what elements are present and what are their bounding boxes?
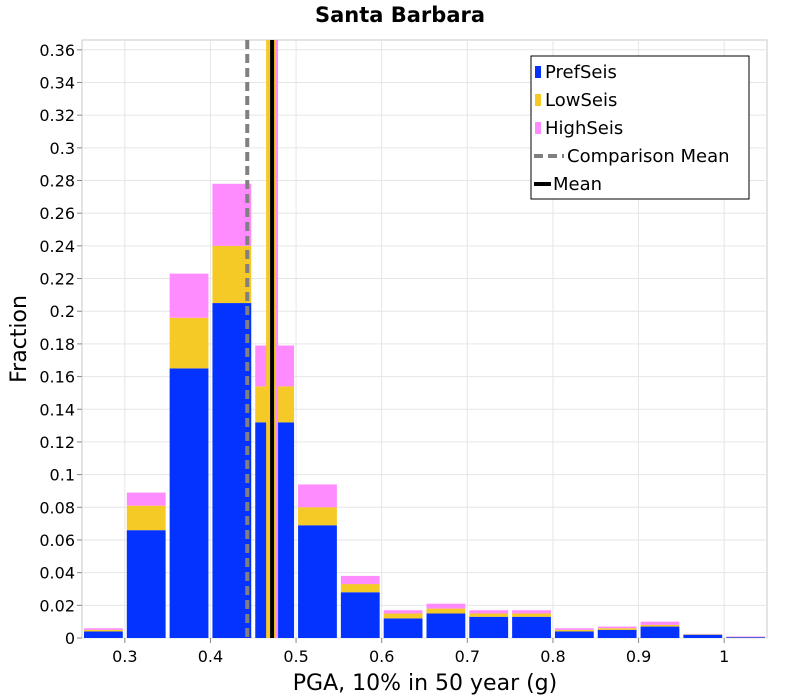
bar-lowseis-7 [383,613,423,619]
reference-lines [245,40,275,638]
bar-lowseis-13 [640,624,680,627]
bar-highseis-2 [169,273,209,318]
x-axis-label: PGA, 10% in 50 year (g) [293,671,557,696]
bar-prefseis-14 [683,634,723,638]
bar-lowseis-11 [554,629,594,632]
legend-label-lowseis: LowSeis [545,90,617,111]
y-tick-label: 0.32 [39,106,75,125]
x-tick-label: 0.6 [369,647,394,666]
y-tick-label: 0 [65,629,75,648]
bar-highseis-13 [640,621,680,625]
chart-title: Santa Barbara [315,3,485,27]
bar-prefseis-15 [726,637,765,638]
y-tick-label: 0.2 [50,302,75,321]
bar-prefseis-12 [597,629,637,638]
x-axis-ticks: 0.3 0.4 0.5 0.6 0.7 0.8 0.9 1 [112,638,729,666]
y-tick-label: 0.22 [39,270,75,289]
legend: PrefSeis LowSeis HighSeis Comparison Mean Me… [530,55,750,200]
bar-highseis-3 [212,183,252,246]
bar-prefseis-7 [383,618,423,638]
legend-box [530,55,750,200]
legend-label-mean: Mean [553,174,602,195]
y-tick-label: 0.02 [39,596,75,615]
y-tick-label: 0.16 [39,368,75,387]
bar-highseis-8 [426,603,466,609]
x-tick-label: 0.9 [626,647,651,666]
y-tick-label: 0.12 [39,433,75,452]
bar-lowseis-0 [84,629,123,632]
legend-swatch-prefseis [535,66,541,78]
y-tick-label: 0.3 [50,139,75,158]
x-tick-label: 0.7 [455,647,480,666]
bar-lowseis-6 [340,584,380,593]
bar-highseis-12 [597,626,637,629]
bar-lowseis-1 [126,505,166,531]
y-tick-label: 0.36 [39,41,75,60]
bar-prefseis-5 [298,525,337,638]
bar-highseis-6 [340,575,380,585]
bar-prefseis-6 [340,592,380,638]
y-tick-label: 0.26 [39,204,75,223]
y-tick-label: 0.24 [39,237,75,256]
bar-lowseis-2 [169,317,209,369]
x-tick-label: 0.5 [283,647,308,666]
bar-highseis-1 [126,492,166,506]
x-tick-label: 0.8 [540,647,565,666]
bar-lowseis-8 [426,608,466,614]
bar-prefseis-1 [126,530,166,638]
bar-prefseis-10 [512,616,551,638]
y-tick-label: 0.06 [39,531,75,550]
bar-highseis-11 [554,628,594,630]
y-tick-label: 0.18 [39,335,75,354]
legend-label-comparison-mean: Comparison Mean [567,146,730,167]
bar-highseis-10 [512,610,551,614]
y-tick-label: 0.14 [39,400,75,419]
y-axis-label: Fraction [7,295,32,383]
bar-lowseis-9 [469,613,509,617]
bar-prefseis-13 [640,626,680,638]
y-axis-ticks: 0 0.02 0.04 0.06 0.08 0.1 0.12 0.14 0.16 0.18 0.2 0… [39,41,82,648]
legend-swatch-highseis [535,122,541,134]
bar-highseis-7 [383,610,423,614]
bar-lowseis-5 [298,507,337,526]
legend-swatch-lowseis [535,94,541,106]
y-tick-label: 0.04 [39,564,75,583]
legend-label-highseis: HighSeis [545,118,623,139]
bar-prefseis-0 [84,631,123,638]
bar-lowseis-10 [512,613,551,617]
y-tick-label: 0.34 [39,73,75,92]
bar-prefseis-8 [426,613,466,638]
bar-highseis-5 [298,484,337,508]
y-tick-label: 0.28 [39,172,75,191]
bar-lowseis-12 [597,628,637,630]
bar-prefseis-9 [469,616,509,638]
bar-prefseis-3 [212,303,252,638]
x-tick-label: 1 [719,647,729,666]
bar-prefseis-2 [169,368,209,638]
bar-prefseis-11 [554,631,594,638]
bars [84,183,765,638]
bar-lowseis-3 [212,245,252,304]
x-tick-label: 0.4 [198,647,223,666]
x-tick-label: 0.3 [112,647,137,666]
y-tick-label: 0.08 [39,498,75,517]
y-tick-label: 0.1 [50,466,75,485]
bar-highseis-0 [84,628,123,630]
legend-label-prefseis: PrefSeis [545,62,617,83]
bar-highseis-9 [469,610,509,614]
